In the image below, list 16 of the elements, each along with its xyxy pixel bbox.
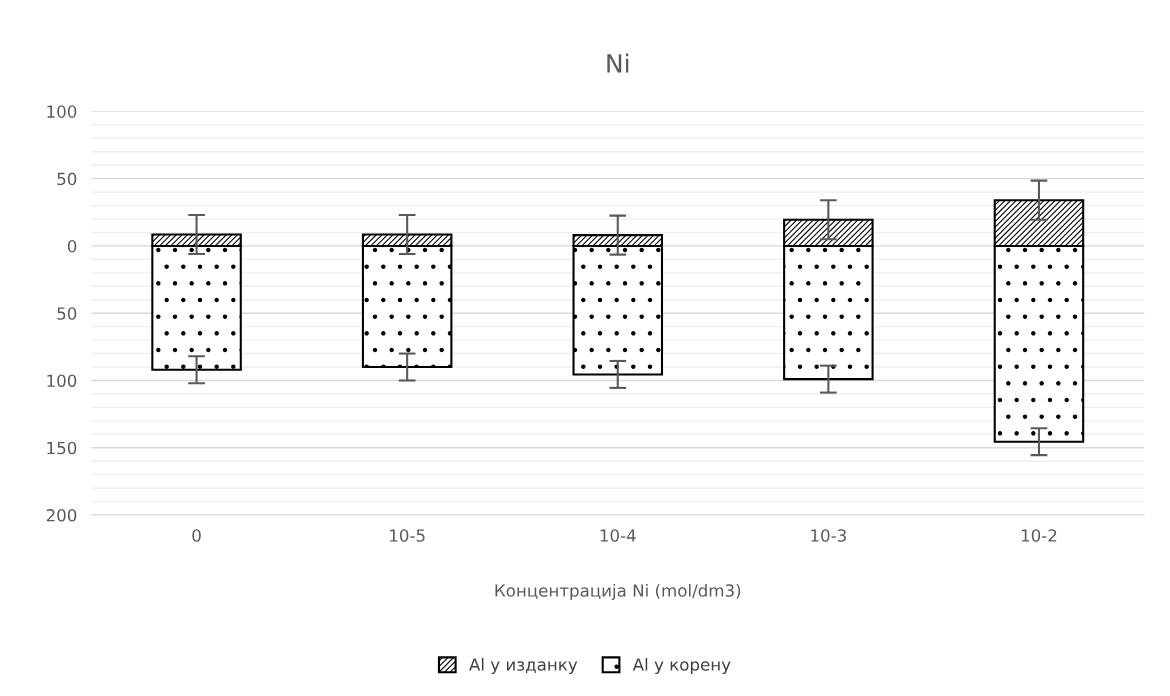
x-tick-label: 10-2 bbox=[1021, 529, 1057, 542]
y-tick-label: 150 bbox=[47, 441, 77, 455]
x-tick-label: 10-4 bbox=[600, 529, 636, 542]
y-tick-label: 0 bbox=[67, 239, 77, 253]
x-axis-title: Концентрација Ni (mol/dm3) bbox=[495, 583, 741, 601]
y-tick-label: 50 bbox=[57, 172, 77, 186]
x-tick-label: 10-3 bbox=[811, 529, 846, 542]
x-tick-label: 10-5 bbox=[390, 529, 425, 542]
y-tick-label: 200 bbox=[46, 509, 77, 522]
y-tick-label: 100 bbox=[47, 374, 77, 388]
legend-label: Al у корену bbox=[632, 657, 731, 675]
x-tick-label: 0 bbox=[192, 529, 201, 542]
y-tick-label: 100 bbox=[47, 105, 77, 118]
legend-label: Al у изданку bbox=[469, 657, 578, 675]
y-tick-label: 50 bbox=[57, 307, 77, 320]
chart-title: Ni bbox=[607, 53, 629, 73]
